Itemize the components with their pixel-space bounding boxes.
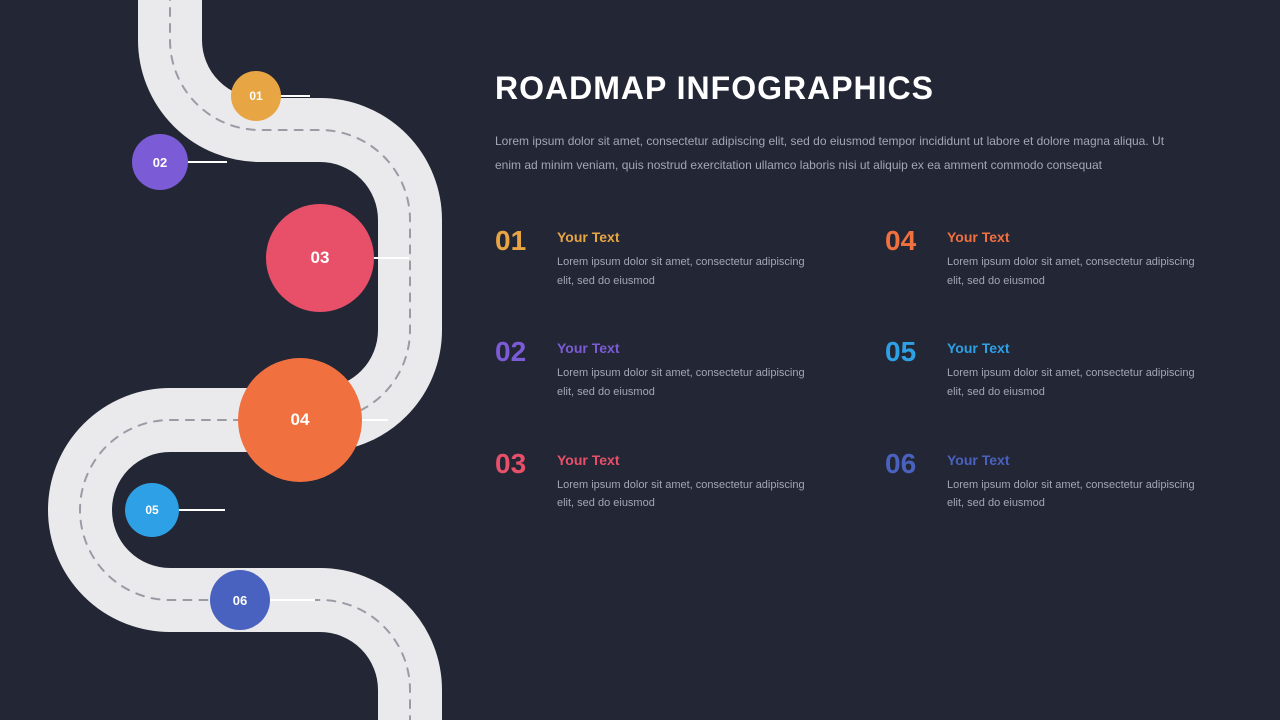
road-node-01: 01 <box>231 71 281 121</box>
grid-item: 03 Your Text Lorem ipsum dolor sit amet, c… <box>495 450 825 513</box>
item-description: Lorem ipsum dolor sit amet, consectetur … <box>947 364 1197 401</box>
item-heading: Your Text <box>947 229 1215 245</box>
grid-item: 06 Your Text Lorem ipsum dolor sit amet, c… <box>885 450 1215 513</box>
item-body: Your Text Lorem ipsum dolor sit amet, con… <box>947 338 1215 401</box>
item-description: Lorem ipsum dolor sit amet, consectetur … <box>947 253 1197 290</box>
road-node-02: 02 <box>132 134 188 190</box>
grid-item: 01 Your Text Lorem ipsum dolor sit amet, c… <box>495 227 825 290</box>
grid-item: 02 Your Text Lorem ipsum dolor sit amet, c… <box>495 338 825 401</box>
item-body: Your Text Lorem ipsum dolor sit amet, con… <box>557 450 825 513</box>
item-heading: Your Text <box>557 229 825 245</box>
connector-line <box>177 509 225 511</box>
items-grid: 01 Your Text Lorem ipsum dolor sit amet, c… <box>495 227 1215 513</box>
connector-line <box>268 599 315 601</box>
road-node-label: 05 <box>145 503 158 517</box>
road-node-04: 04 <box>238 358 362 482</box>
connector-line <box>372 257 409 259</box>
item-description: Lorem ipsum dolor sit amet, consectetur … <box>557 364 807 401</box>
item-body: Your Text Lorem ipsum dolor sit amet, con… <box>557 227 825 290</box>
item-number: 03 <box>495 450 539 513</box>
item-number: 06 <box>885 450 929 513</box>
item-body: Your Text Lorem ipsum dolor sit amet, con… <box>557 338 825 401</box>
page-title: ROADMAP INFOGRAPHICS <box>495 70 1215 107</box>
item-number: 04 <box>885 227 929 290</box>
item-number: 05 <box>885 338 929 401</box>
item-description: Lorem ipsum dolor sit amet, consectetur … <box>557 476 807 513</box>
road-node-label: 01 <box>249 89 262 103</box>
grid-item: 04 Your Text Lorem ipsum dolor sit amet, c… <box>885 227 1215 290</box>
content-area: ROADMAP INFOGRAPHICS Lorem ipsum dolor s… <box>495 70 1215 513</box>
intro-paragraph: Lorem ipsum dolor sit amet, consectetur … <box>495 129 1185 177</box>
item-body: Your Text Lorem ipsum dolor sit amet, con… <box>947 227 1215 290</box>
road-node-label: 06 <box>233 593 247 608</box>
road-node-03: 03 <box>266 204 374 312</box>
road-node-05: 05 <box>125 483 179 537</box>
item-heading: Your Text <box>557 452 825 468</box>
roadmap-graphic: 01 02 03 04 05 06 <box>0 0 480 720</box>
road-node-06: 06 <box>210 570 270 630</box>
item-heading: Your Text <box>947 340 1215 356</box>
connector-line <box>279 95 310 97</box>
item-body: Your Text Lorem ipsum dolor sit amet, con… <box>947 450 1215 513</box>
road-node-label: 03 <box>311 248 330 268</box>
item-description: Lorem ipsum dolor sit amet, consectetur … <box>557 253 807 290</box>
item-heading: Your Text <box>557 340 825 356</box>
connector-line <box>186 161 227 163</box>
item-number: 02 <box>495 338 539 401</box>
connector-line <box>360 419 388 421</box>
road-node-label: 04 <box>291 410 310 430</box>
item-description: Lorem ipsum dolor sit amet, consectetur … <box>947 476 1197 513</box>
item-heading: Your Text <box>947 452 1215 468</box>
grid-item: 05 Your Text Lorem ipsum dolor sit amet, c… <box>885 338 1215 401</box>
road-node-label: 02 <box>153 155 167 170</box>
item-number: 01 <box>495 227 539 290</box>
